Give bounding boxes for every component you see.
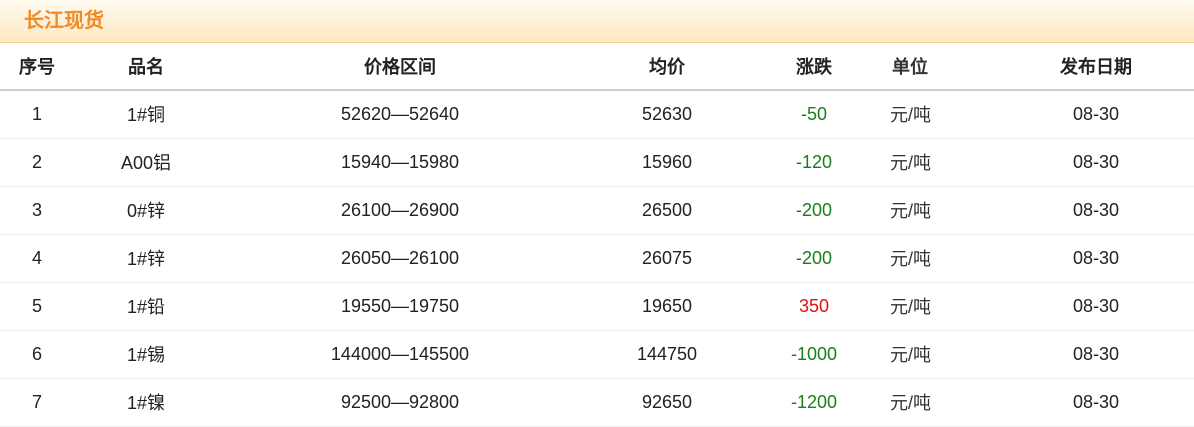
cell-unit: 元/吨 [876, 282, 998, 331]
cell-date: 08-30 [998, 186, 1194, 235]
cell-avg-price: 92650 [582, 378, 752, 427]
col-avg: 均价 [582, 43, 752, 91]
cell-unit: 元/吨 [876, 186, 998, 235]
cell-name: 1#铜 [74, 90, 218, 139]
cell-price-range: 26100—26900 [218, 186, 582, 235]
cell-avg-price: 52630 [582, 90, 752, 139]
table-row: 5 1#铅 19550—19750 19650 350 元/吨 08-30 [0, 282, 1194, 331]
cell-date: 08-30 [998, 234, 1194, 283]
cell-change: -200 [752, 186, 876, 235]
cell-no: 4 [0, 234, 74, 283]
cell-avg-price: 26500 [582, 186, 752, 235]
cell-name: 1#锡 [74, 330, 218, 379]
table-row: 7 1#镍 92500—92800 92650 -1200 元/吨 08-30 [0, 378, 1194, 427]
cell-change: -1000 [752, 330, 876, 379]
col-name: 品名 [74, 43, 218, 91]
cell-unit: 元/吨 [876, 378, 998, 427]
cell-price-range: 15940—15980 [218, 138, 582, 187]
cell-date: 08-30 [998, 90, 1194, 139]
col-no: 序号 [0, 43, 74, 91]
cell-unit: 元/吨 [876, 330, 998, 379]
cell-date: 08-30 [998, 330, 1194, 379]
cell-name: 0#锌 [74, 186, 218, 235]
cell-change: -1200 [752, 378, 876, 427]
cell-change: -50 [752, 90, 876, 139]
cell-name: 1#镍 [74, 378, 218, 427]
price-table: 序号 品名 价格区间 均价 涨跌 单位 发布日期 1 1#铜 52620—52640… [0, 43, 1194, 427]
cell-date: 08-30 [998, 138, 1194, 187]
section-title: 长江现货 [24, 10, 104, 32]
cell-unit: 元/吨 [876, 138, 998, 187]
cell-unit: 元/吨 [876, 90, 998, 139]
cell-no: 2 [0, 138, 74, 187]
col-range: 价格区间 [218, 43, 582, 91]
cell-change: -120 [752, 138, 876, 187]
cell-price-range: 52620—52640 [218, 90, 582, 139]
cell-name: A00铝 [74, 138, 218, 187]
col-unit: 单位 [876, 43, 998, 91]
cell-avg-price: 15960 [582, 138, 752, 187]
header-row: 序号 品名 价格区间 均价 涨跌 单位 发布日期 [0, 43, 1194, 91]
cell-unit: 元/吨 [876, 234, 998, 283]
table-row: 6 1#锡 144000—145500 144750 -1000 元/吨 08-30 [0, 330, 1194, 379]
cell-price-range: 92500—92800 [218, 378, 582, 427]
cell-name: 1#锌 [74, 234, 218, 283]
cell-no: 1 [0, 90, 74, 139]
cell-price-range: 19550—19750 [218, 282, 582, 331]
cell-avg-price: 26075 [582, 234, 752, 283]
cell-no: 7 [0, 378, 74, 427]
col-change: 涨跌 [752, 43, 876, 91]
cell-no: 3 [0, 186, 74, 235]
cell-price-range: 144000—145500 [218, 330, 582, 379]
table-row: 1 1#铜 52620—52640 52630 -50 元/吨 08-30 [0, 90, 1194, 139]
cell-change: 350 [752, 282, 876, 331]
cell-name: 1#铅 [74, 282, 218, 331]
table-row: 2 A00铝 15940—15980 15960 -120 元/吨 08-30 [0, 138, 1194, 187]
section-header: 长江现货 [0, 0, 1194, 43]
table-row: 4 1#锌 26050—26100 26075 -200 元/吨 08-30 [0, 234, 1194, 283]
cell-no: 5 [0, 282, 74, 331]
cell-avg-price: 144750 [582, 330, 752, 379]
cell-date: 08-30 [998, 378, 1194, 427]
cell-date: 08-30 [998, 282, 1194, 331]
cell-avg-price: 19650 [582, 282, 752, 331]
cell-price-range: 26050—26100 [218, 234, 582, 283]
cell-no: 6 [0, 330, 74, 379]
cell-change: -200 [752, 234, 876, 283]
col-date: 发布日期 [998, 43, 1194, 91]
table-row: 3 0#锌 26100—26900 26500 -200 元/吨 08-30 [0, 186, 1194, 235]
